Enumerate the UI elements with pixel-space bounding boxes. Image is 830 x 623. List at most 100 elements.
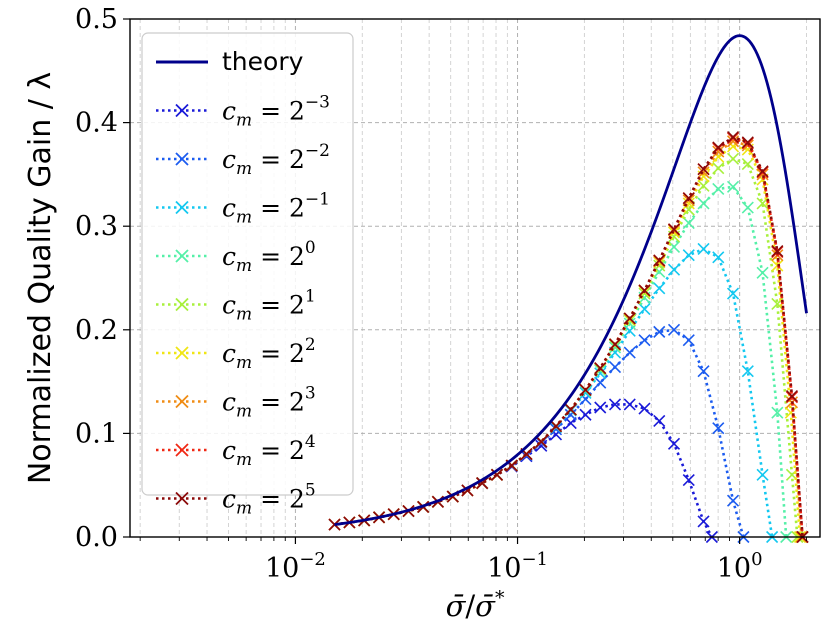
x-axis-title: σ̄/σ̄* [446, 587, 505, 623]
data-point-marker [623, 398, 636, 411]
series-layer [328, 34, 809, 544]
series-group [328, 180, 793, 544]
data-point-marker [535, 435, 548, 448]
data-point-marker [771, 406, 784, 419]
data-point-marker [623, 317, 636, 330]
data-point-marker [638, 284, 651, 297]
legend-swatch-marker [175, 249, 189, 263]
data-point-marker [638, 402, 651, 415]
data-point-marker [623, 312, 636, 325]
legend-label: cm = 21 [222, 287, 316, 325]
data-point-marker [682, 217, 695, 230]
data-point-marker [712, 145, 725, 158]
legend-swatch-marker [175, 443, 189, 457]
y-tick-label: 0.0 [75, 522, 118, 553]
data-point-marker [712, 141, 725, 154]
legend-label: cm = 2−1 [222, 190, 330, 228]
data-point-marker [712, 422, 725, 435]
legend-swatch-marker [175, 491, 189, 506]
series-line [334, 328, 745, 538]
series-group [328, 135, 808, 544]
data-point-marker [682, 473, 695, 487]
x-tick-label: 100 [717, 549, 763, 584]
data-point-marker [623, 346, 636, 359]
data-point-marker [638, 303, 651, 316]
data-point-marker [697, 365, 710, 378]
data-point-marker [667, 323, 681, 336]
data-point-marker [608, 361, 622, 374]
data-point-marker [726, 152, 740, 165]
data-point-marker [785, 390, 799, 403]
y-tick-label: 0.1 [75, 418, 118, 449]
data-point-marker [579, 408, 592, 421]
data-point-marker [667, 223, 681, 236]
data-point-marker [594, 362, 607, 375]
legend-label: cm = 24 [222, 432, 316, 470]
y-tick-label: 0.2 [75, 315, 118, 346]
legend-swatch-marker [175, 152, 189, 166]
data-point-marker [697, 242, 710, 256]
data-point-marker [535, 439, 548, 452]
data-point-marker [756, 266, 769, 279]
data-point-marker [653, 254, 666, 267]
series-group [328, 242, 779, 544]
data-point-marker [594, 367, 607, 380]
data-point-marker [594, 401, 607, 414]
data-point-marker [697, 197, 710, 210]
data-point-marker [756, 165, 769, 178]
legend-label: cm = 25 [222, 481, 316, 519]
legend-label: cm = 20 [222, 238, 316, 276]
data-point-marker [741, 157, 754, 171]
data-point-marker [726, 180, 740, 193]
series-group [328, 398, 718, 544]
data-point-marker [682, 249, 695, 262]
data-point-marker [667, 263, 681, 276]
data-point-marker [579, 383, 592, 396]
legend-label-theory: theory [222, 47, 304, 76]
series-line [334, 145, 802, 538]
data-point-marker [608, 398, 622, 411]
x-tick-label: 10−2 [265, 549, 326, 584]
theory-line [334, 34, 808, 526]
data-point-marker [549, 423, 563, 436]
series-line [334, 135, 804, 538]
data-point-marker [697, 163, 710, 176]
data-point-marker [726, 135, 740, 148]
legend-swatch-marker [175, 346, 189, 360]
legend: theory cm = 2−3 cm = 2−2 cm = 2−1 cm = 20 cm … [141, 32, 354, 519]
legend-label: cm = 23 [222, 384, 316, 422]
data-point-marker [756, 168, 769, 181]
data-point-marker [726, 494, 740, 507]
data-point-marker [712, 251, 725, 264]
data-point-marker [726, 287, 740, 300]
data-point-marker [697, 515, 710, 528]
data-point-marker [564, 403, 577, 416]
data-point-marker [579, 386, 592, 400]
series-group [328, 132, 809, 544]
y-axis-title: Normalized Quality Gain / λ [23, 72, 58, 484]
legend-swatch-marker [175, 394, 189, 409]
legend-label: cm = 2−3 [222, 93, 330, 131]
data-point-marker [653, 414, 666, 428]
data-point-marker [653, 282, 666, 295]
x-tick-label: 10−1 [487, 549, 548, 584]
y-tick-label: 0.5 [75, 4, 118, 35]
data-point-marker [682, 192, 695, 205]
data-point-marker [741, 365, 754, 378]
legend-swatch-marker [175, 297, 189, 312]
data-point-marker [682, 334, 695, 347]
data-point-marker [726, 131, 740, 144]
data-point-marker [638, 334, 651, 347]
data-point-marker [712, 162, 725, 175]
series-group [328, 152, 804, 544]
data-point-marker [741, 136, 754, 149]
data-point-marker [549, 420, 563, 433]
legend-box [141, 32, 354, 496]
data-point-marker [490, 468, 504, 481]
data-point-marker [697, 179, 710, 192]
ticks: 0.0 0.1 0.2 0.3 0.4 0.5 10−2 10−1 100 [75, 4, 807, 584]
series-line [334, 157, 799, 538]
legend-label: cm = 22 [222, 335, 316, 373]
legend-swatch-marker [175, 103, 189, 118]
